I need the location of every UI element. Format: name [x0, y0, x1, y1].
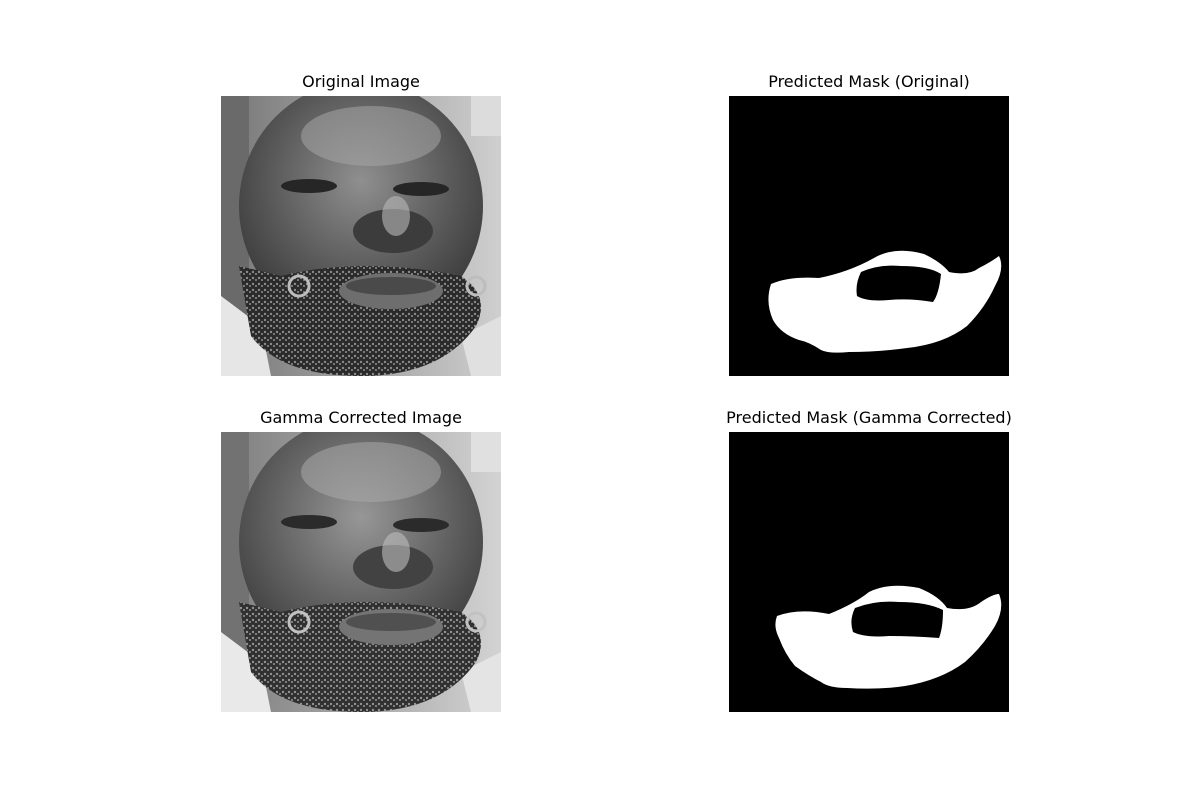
- title-original-image: Original Image: [302, 72, 420, 91]
- title-predicted-mask-gamma: Predicted Mask (Gamma Corrected): [726, 408, 1012, 427]
- face-photo-gamma: [221, 432, 501, 712]
- predicted-mask-original-panel: [729, 96, 1009, 376]
- title-predicted-mask-original: Predicted Mask (Original): [768, 72, 970, 91]
- title-gamma-corrected-image: Gamma Corrected Image: [260, 408, 462, 427]
- gamma-corrected-image-panel: [221, 432, 501, 712]
- mask-gamma: [729, 432, 1009, 712]
- mask-original: [729, 96, 1009, 376]
- face-photo-original: [221, 96, 501, 376]
- original-image-panel: [221, 96, 501, 376]
- predicted-mask-gamma-panel: [729, 432, 1009, 712]
